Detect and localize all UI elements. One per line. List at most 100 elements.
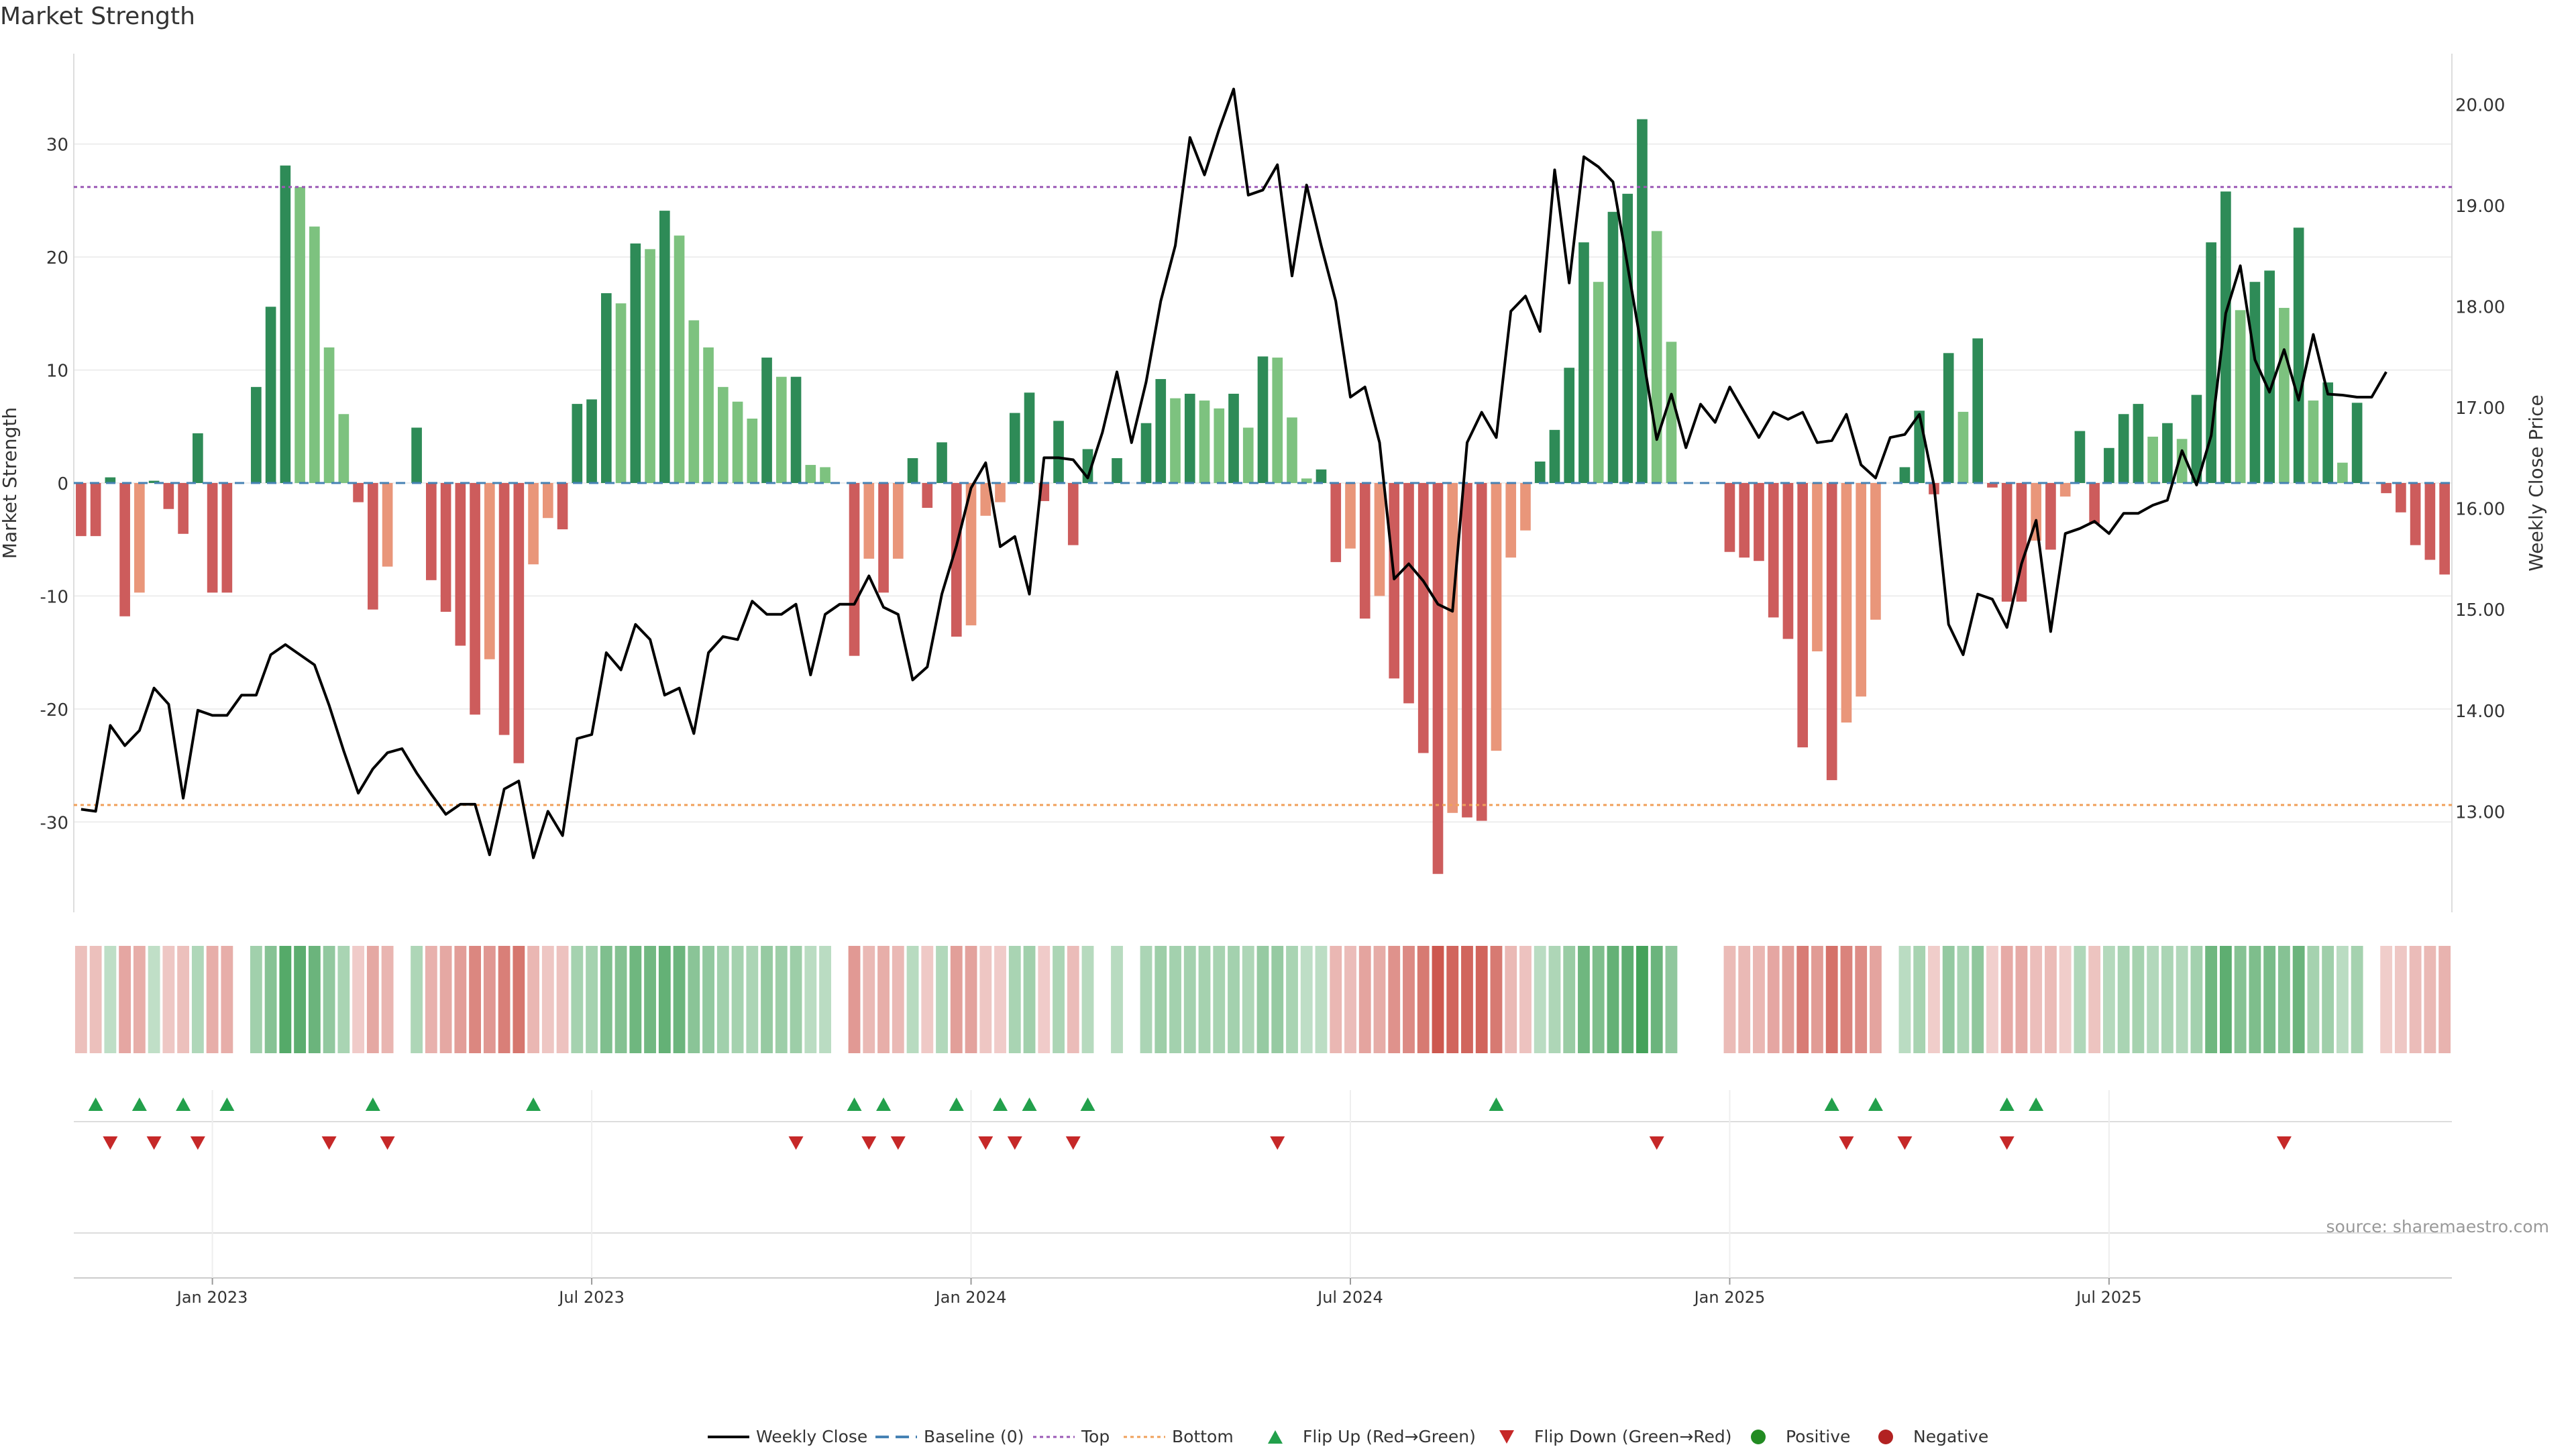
strength-bar (2439, 483, 2450, 575)
heat-cell (308, 946, 321, 1053)
heat-cell (1490, 946, 1503, 1053)
source-credit: source: sharemaestro.com (2326, 1217, 2550, 1236)
heat-cell (1548, 946, 1561, 1053)
heat-cell (1373, 946, 1386, 1053)
flip-up-marker (526, 1097, 541, 1111)
strength-bar (936, 442, 947, 483)
flip-down-marker (190, 1136, 205, 1150)
heat-cell (1403, 946, 1415, 1053)
heat-cell (1242, 946, 1254, 1053)
heat-cell (191, 946, 204, 1053)
flip-up-marker (219, 1097, 235, 1111)
flip-down-marker (146, 1136, 162, 1150)
heat-cell (1388, 946, 1401, 1053)
heat-cell (688, 946, 700, 1053)
heat-cell (1738, 946, 1751, 1053)
heat-cell (2176, 946, 2188, 1053)
heat-cell (2263, 946, 2276, 1053)
heat-cell (716, 946, 729, 1053)
strength-bar (863, 483, 875, 559)
heat-cell (1898, 946, 1911, 1053)
strength-bar (1257, 356, 1269, 483)
strength-bar (1228, 393, 1239, 483)
strength-bar (353, 483, 364, 502)
heat-cell (819, 946, 831, 1053)
heat-cell (89, 946, 102, 1053)
heat-cell (1271, 946, 1284, 1053)
heat-cell (614, 946, 627, 1053)
heat-cell (834, 946, 846, 1053)
heat-cell (1753, 946, 1765, 1053)
heat-cell (279, 946, 292, 1053)
strength-bar (1754, 483, 1764, 561)
heat-cell (1913, 946, 1926, 1053)
heat-cell (1475, 946, 1488, 1053)
strength-bar (1330, 483, 1342, 562)
strength-bar (221, 483, 233, 593)
y2-tick-label: 20.00 (2455, 95, 2505, 115)
strength-bar (148, 480, 160, 483)
strength-bar (995, 483, 1006, 502)
strength-bar (1957, 411, 1969, 483)
heat-cell (323, 946, 335, 1053)
heat-cell (2074, 946, 2086, 1053)
heat-cell (1957, 946, 1970, 1053)
strength-bar (674, 235, 685, 483)
strength-bar (1564, 368, 1575, 483)
strength-bar (1534, 462, 1546, 483)
heat-cell (702, 946, 714, 1053)
heat-cell (1198, 946, 1211, 1053)
strength-bar (1199, 400, 1210, 483)
strength-bar (119, 483, 130, 616)
strength-bar (178, 483, 189, 534)
y-tick-label: -30 (40, 813, 68, 833)
y-tick-label: 20 (46, 248, 68, 268)
strength-bar (1155, 379, 1167, 483)
strength-bar (2308, 400, 2319, 483)
legend-label: Bottom (1172, 1427, 1234, 1446)
heat-cell (2000, 946, 2013, 1053)
strength-bar (732, 401, 743, 483)
heat-cell (1081, 946, 1094, 1053)
flip-down-marker (103, 1136, 118, 1150)
heat-cell (790, 946, 802, 1053)
heat-cell (264, 946, 277, 1053)
flip-up-marker (365, 1097, 380, 1111)
strength-bar (484, 483, 495, 659)
heat-cell (2409, 946, 2422, 1053)
strength-bar (1812, 483, 1823, 651)
strength-bar (470, 483, 480, 715)
heat-cell (1928, 946, 1940, 1053)
heat-cell (1767, 946, 1780, 1053)
strength-bar (2322, 382, 2333, 483)
strength-bar (703, 347, 714, 483)
strength-bar (280, 165, 291, 483)
strength-bar (323, 347, 335, 483)
heat-cell (337, 946, 350, 1053)
flip-down-marker (1897, 1136, 1913, 1150)
strength-bar (878, 483, 889, 593)
flip-up-marker (1824, 1097, 1839, 1111)
heat-cell (221, 946, 233, 1053)
strength-bar (1987, 483, 1998, 488)
heat-cell (541, 946, 554, 1053)
heat-cell (950, 946, 963, 1053)
strength-bar (426, 483, 437, 580)
flip-down-marker (1649, 1136, 1664, 1150)
strength-bar (2191, 394, 2202, 483)
strength-bar (2351, 402, 2363, 483)
strength-bar (528, 483, 539, 565)
flip-down-marker (321, 1136, 337, 1150)
heat-cell (1330, 946, 1342, 1053)
heat-cell (2102, 946, 2115, 1053)
strength-bar (513, 483, 525, 763)
heat-cell (498, 946, 511, 1053)
heat-cell (2059, 946, 2072, 1053)
strength-bar (1053, 421, 1064, 483)
strength-bar (892, 483, 904, 559)
flip-down-marker (1270, 1136, 1285, 1150)
strength-bar (1140, 423, 1152, 483)
heat-cell (396, 946, 408, 1053)
heat-cell (1008, 946, 1021, 1053)
heat-cell (1183, 946, 1196, 1053)
